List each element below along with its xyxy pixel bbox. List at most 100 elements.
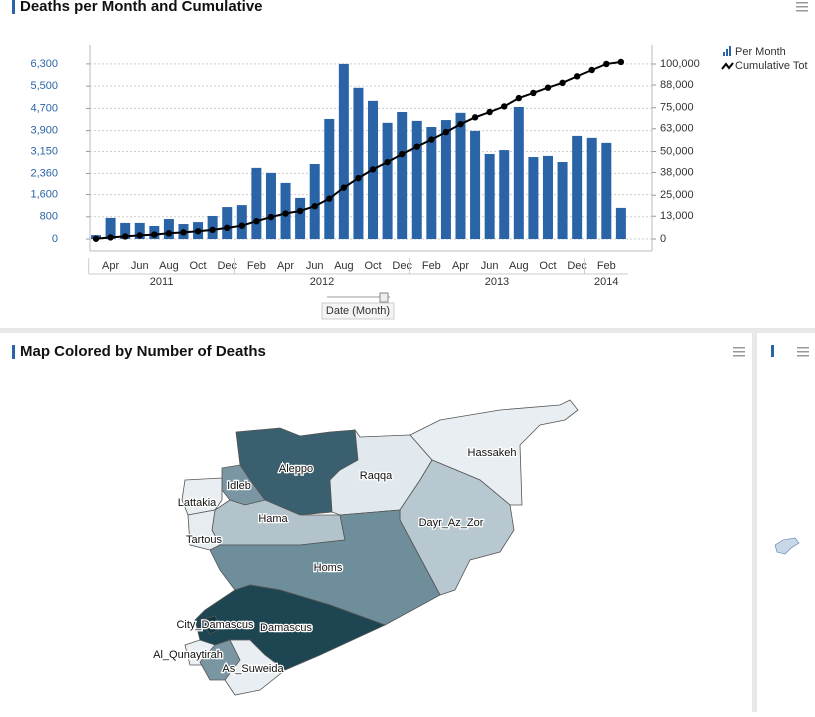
region-label: Aleppo bbox=[279, 463, 313, 475]
region-label: Lattakia bbox=[178, 497, 217, 509]
bar bbox=[120, 222, 131, 240]
y2-tick-label: 38,000 bbox=[660, 166, 694, 178]
point bbox=[588, 66, 595, 74]
bar bbox=[295, 197, 306, 240]
point bbox=[238, 222, 245, 229]
legend-swatch bbox=[729, 46, 731, 56]
map bbox=[181, 399, 579, 696]
mini-map bbox=[774, 537, 800, 555]
map-title: Map Colored by Number of Deaths bbox=[20, 343, 266, 360]
bar bbox=[470, 130, 481, 240]
menu-icon[interactable] bbox=[733, 347, 745, 357]
axis-selector[interactable] bbox=[321, 302, 395, 320]
x-tick-label: Oct bbox=[189, 260, 206, 272]
point bbox=[121, 233, 129, 240]
point bbox=[471, 114, 479, 121]
point bbox=[326, 195, 333, 202]
menu-icon[interactable] bbox=[796, 2, 808, 12]
slider-handle[interactable] bbox=[379, 292, 389, 303]
point bbox=[194, 228, 202, 235]
region-label: Homs bbox=[314, 562, 343, 574]
point bbox=[180, 229, 187, 236]
year-label: 2013 bbox=[485, 276, 509, 288]
bar bbox=[528, 157, 539, 240]
y-tick-label: 5,500 bbox=[30, 80, 58, 92]
bar bbox=[163, 219, 174, 240]
bar bbox=[601, 142, 612, 240]
y-tick-label: 6,300 bbox=[30, 58, 58, 70]
x-tick-label: Apr bbox=[452, 260, 469, 272]
region[interactable] bbox=[399, 459, 515, 596]
bar bbox=[134, 222, 145, 240]
region-label: As_Suweida bbox=[222, 663, 284, 675]
point bbox=[165, 230, 173, 237]
title-marker bbox=[771, 345, 774, 357]
x-axis-title: Date (Month) bbox=[326, 305, 390, 317]
point bbox=[501, 103, 508, 110]
bar bbox=[309, 163, 320, 240]
region-label: Damascus bbox=[260, 622, 312, 634]
region-label: Al_Qunaytirah bbox=[153, 649, 223, 661]
x-tick-label: Jun bbox=[481, 260, 499, 272]
region-label: City_Damascus bbox=[176, 619, 254, 631]
legend-label: Per Month bbox=[735, 46, 786, 58]
year-label: 2011 bbox=[150, 276, 174, 288]
year-label: 2014 bbox=[594, 276, 618, 288]
x-tick-label: Dec bbox=[217, 260, 237, 272]
menu-icon[interactable] bbox=[797, 347, 809, 357]
x-tick-label: Apr bbox=[102, 260, 119, 272]
point bbox=[224, 224, 231, 232]
point bbox=[209, 226, 216, 234]
y2-tick-label: 0 bbox=[660, 233, 666, 245]
bar bbox=[353, 87, 364, 240]
y-tick-label: 2,360 bbox=[30, 167, 58, 179]
x-tick-label: Jun bbox=[131, 260, 149, 272]
bar bbox=[105, 217, 116, 240]
bar bbox=[586, 137, 597, 240]
point bbox=[340, 184, 348, 191]
bar bbox=[236, 205, 247, 240]
bar bbox=[484, 153, 495, 240]
y-tick-label: 4,700 bbox=[30, 102, 58, 114]
region-label: Hama bbox=[258, 513, 288, 525]
bar bbox=[513, 106, 524, 240]
x-tick-label: Apr bbox=[277, 260, 294, 272]
x-tick-label: Feb bbox=[422, 260, 441, 272]
point bbox=[515, 94, 523, 102]
divider bbox=[0, 328, 815, 333]
x-tick-label: Jun bbox=[306, 260, 324, 272]
point bbox=[107, 234, 114, 241]
point bbox=[311, 203, 318, 210]
point bbox=[530, 89, 537, 97]
y2-tick-label: 88,000 bbox=[660, 79, 694, 91]
region[interactable] bbox=[199, 615, 223, 635]
bar bbox=[338, 63, 349, 240]
point bbox=[559, 79, 566, 87]
bar bbox=[265, 172, 276, 240]
bar bbox=[455, 112, 466, 240]
point bbox=[457, 120, 464, 128]
point bbox=[486, 108, 493, 116]
y-tick-label: 3,150 bbox=[30, 145, 58, 157]
x-tick-label: Aug bbox=[334, 260, 354, 272]
bar bbox=[397, 111, 408, 240]
point bbox=[544, 84, 552, 91]
region[interactable] bbox=[224, 639, 286, 696]
point bbox=[428, 136, 435, 143]
x-tick-label: Oct bbox=[539, 260, 556, 272]
x-tick-label: Feb bbox=[247, 260, 266, 272]
y2-tick-label: 25,000 bbox=[660, 189, 694, 201]
y-tick-label: 800 bbox=[40, 211, 58, 223]
legend-swatch bbox=[721, 62, 734, 70]
title-marker bbox=[12, 0, 15, 14]
y2-tick-label: 100,000 bbox=[660, 58, 700, 70]
region-label: Tartous bbox=[186, 534, 223, 546]
x-tick-label: Aug bbox=[509, 260, 529, 272]
y-tick-label: 0 bbox=[52, 233, 58, 245]
legend-swatch bbox=[723, 52, 725, 56]
divider bbox=[752, 333, 757, 712]
y2-tick-label: 50,000 bbox=[660, 145, 694, 157]
bar bbox=[557, 162, 568, 240]
bar bbox=[542, 155, 553, 240]
